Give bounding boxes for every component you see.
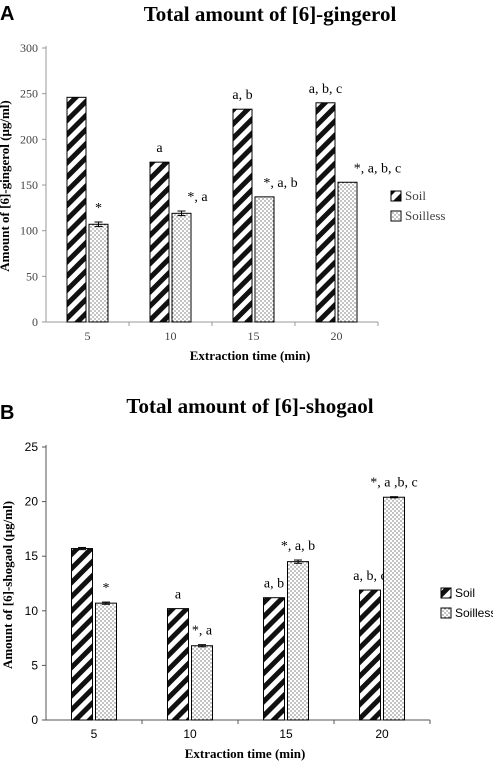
panel-a-x-tick-label: 15 xyxy=(248,329,260,343)
panel-a-legend-label-soilless: Soilless xyxy=(405,208,445,223)
panel-a-y-tick-label: 250 xyxy=(20,87,38,101)
panel-b-legend-label-soilless: Soilless xyxy=(455,606,493,620)
panel-b-significance-label: *, a ,b, c xyxy=(370,476,417,491)
panel-b-y-tick-label: 15 xyxy=(25,549,39,563)
panel-a-significance-label: a xyxy=(156,141,163,156)
panel-b-y-tick-label: 10 xyxy=(25,604,39,618)
panel-b-bar-soil xyxy=(359,589,381,721)
panel-b-x-axis-label: Extraction time (min) xyxy=(185,746,306,761)
panel-a-y-axis-label: Amount of [6]-gingerol (μg/ml) xyxy=(0,100,12,271)
panel-b-significance-label: *, a xyxy=(192,624,213,639)
panel-b-bar-soilless xyxy=(287,561,309,721)
panel-b-legend-swatch-soilless xyxy=(440,607,452,619)
panel-b-significance-label: * xyxy=(103,581,110,596)
panel-a-bar-soilless xyxy=(337,181,358,323)
panel-b-bar-soilless xyxy=(191,645,213,721)
panel-a-bar-soilless xyxy=(171,212,192,323)
panel-b-plot: 0 5 10 15 20 25 5 * 10 a *, a 15 a, b *, a, b 20 a, b, … xyxy=(25,440,493,741)
panel-a-x-tick-label: 10 xyxy=(165,329,177,343)
panel-a-y-tick-label: 100 xyxy=(20,224,38,238)
panel-a: A Total amount of [6]-gingerol Amount of… xyxy=(0,2,445,363)
panel-a-bar-soil xyxy=(315,102,336,323)
panel-a-significance-label: a, b, c xyxy=(309,82,342,97)
panel-b-title: Total amount of [6]-shogaol xyxy=(126,394,373,418)
panel-a-y-tick-label: 50 xyxy=(26,269,38,283)
panel-a-significance-label: a, b xyxy=(232,88,252,103)
panel-b-significance-label: *, a, b xyxy=(281,539,315,554)
panel-b-x-tick-label: 15 xyxy=(279,727,293,741)
panel-b-legend-label-soil: Soil xyxy=(455,586,475,600)
panel-a-significance-label: *, a, b, c xyxy=(354,161,401,176)
panel-b-bar-soil xyxy=(263,597,285,721)
panel-b-significance-label: a, b, c xyxy=(353,569,386,584)
panel-a-x-tick-label: 5 xyxy=(85,329,91,343)
panel-a-y-tick-label: 300 xyxy=(20,41,38,55)
panel-b-y-tick-label: 0 xyxy=(31,713,38,727)
panel-a-title: Total amount of [6]-gingerol xyxy=(144,2,397,26)
panel-a-significance-label: *, a, b xyxy=(263,176,297,191)
panel-a-y-tick-label: 150 xyxy=(20,178,38,192)
panel-a-legend-label-soil: Soil xyxy=(405,188,426,203)
panel-a-bar-soil xyxy=(149,161,170,323)
panel-b-x-tick-label: 5 xyxy=(91,727,98,741)
panel-a-plot: 0 50 100 150 200 250 300 5 * 10 a *, a 15 a, b *, a, b… xyxy=(20,41,445,343)
panel-a-x-tick-label: 20 xyxy=(331,329,343,343)
panel-b-x-tick-label: 20 xyxy=(375,727,389,741)
panel-b-y-tick-label: 20 xyxy=(25,495,39,509)
panel-a-significance-label: *, a xyxy=(187,190,208,205)
panel-a-bar-soil xyxy=(232,108,253,323)
panel-b-y-axis-label: Amount of [6]-shogaol (μg/ml) xyxy=(0,501,15,669)
panel-a-significance-label: * xyxy=(95,201,102,216)
panel-a-legend-swatch-soilless xyxy=(390,210,402,222)
panel-a-bar-soil xyxy=(66,96,87,323)
panel-a-bar-soilless xyxy=(88,223,109,323)
panel-a-x-axis-label: Extraction time (min) xyxy=(190,348,311,363)
panel-b-letter: B xyxy=(0,402,14,424)
panel-b-bar-soilless xyxy=(383,496,405,721)
panel-a-legend-swatch-soil xyxy=(390,190,402,202)
panel-b-significance-label: a xyxy=(175,588,182,603)
panel-a-letter: A xyxy=(0,3,14,25)
panel-a-bar-soilless xyxy=(254,196,275,323)
panel-b-y-tick-label: 25 xyxy=(25,440,39,454)
panel-b-bar-soil xyxy=(167,608,189,721)
panel-b-legend-swatch-soil xyxy=(440,587,452,599)
panel-a-y-tick-label: 200 xyxy=(20,132,38,146)
panel-b-bar-soil xyxy=(71,548,93,721)
panel-b-x-tick-label: 10 xyxy=(183,727,197,741)
panel-a-y-tick-label: 0 xyxy=(32,315,38,329)
panel-b-bar-soilless xyxy=(95,602,117,721)
panel-b-y-tick-label: 5 xyxy=(31,658,38,672)
panel-b-significance-label: a, b xyxy=(264,577,284,592)
panel-b: B Total amount of [6]-shogaol Amount of … xyxy=(0,394,493,761)
